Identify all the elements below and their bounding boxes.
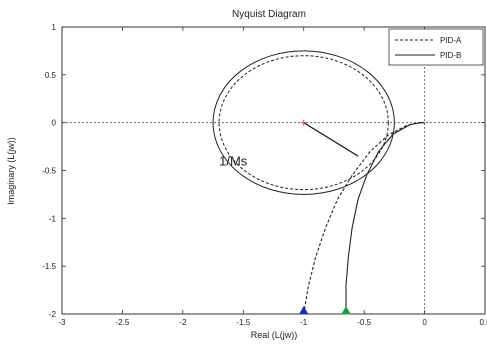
ms-circle-solid [212,50,395,195]
x-tick-label: 0 [422,318,427,327]
ms-circles [212,50,395,195]
x-axis-ticks: -3 -2.5 -2 -1.5 -1 -0.5 0 0.5 [58,27,487,327]
x-tick-label: -1.5 [236,318,250,327]
x-tick-label: -1 [300,318,308,327]
annotation-group: 1/Ms [219,119,359,169]
x-tick-label: -3 [58,318,66,327]
plot-area: 1/Ms [61,26,486,315]
y-tick-label: -1 [49,214,57,223]
y-tick-label: -2 [49,310,57,319]
x-tick-label: 0.5 [479,318,487,327]
y-axis-ticks: 1 0.5 0 -0.5 -1 -1.5 -2 [42,23,485,319]
x-tick-label: -2.5 [116,318,130,327]
legend-label-pid-a: PID-A [440,36,462,45]
x-tick-label: -0.5 [357,318,371,327]
y-tick-label: 0.5 [45,71,57,80]
radius-line [303,122,359,157]
series-lines [303,122,425,315]
ms-circle-dashed [218,55,389,191]
annotation-label: 1/Ms [219,154,248,169]
series-line-pid-b [345,122,425,314]
x-axis-label: Real (L(jw)) [251,330,298,340]
reference-lines [62,27,485,314]
pid-b-end-marker [341,305,351,315]
y-tick-label: -0.5 [42,167,56,176]
y-tick-label: -1.5 [42,262,56,271]
legend: PID-A PID-B [388,28,484,66]
y-tick-label: 0 [52,119,57,128]
legend-label-pid-b: PID-B [440,51,461,60]
y-axis-label: Imaginary (L(jw)) [6,137,16,205]
y-tick-label: 1 [52,23,57,32]
legend-box [388,28,484,66]
x-tick-label: -2 [179,318,187,327]
plot-frame [61,26,486,315]
chart-title: Nyquist Diagram [232,9,306,20]
